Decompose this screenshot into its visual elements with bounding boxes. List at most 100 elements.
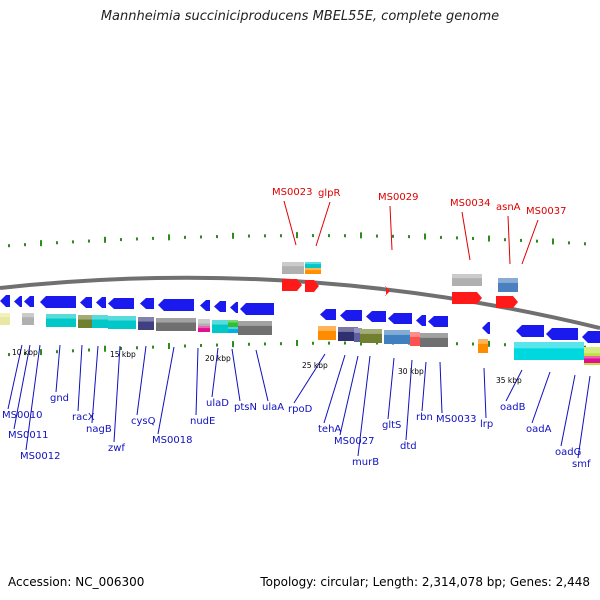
- lower-label-line: [483, 367, 487, 419]
- lower-scale-tick: [312, 341, 314, 345]
- gene-box: [156, 318, 196, 331]
- gene-box: [410, 332, 420, 346]
- lower-scale-tick: [328, 341, 330, 345]
- upper-gene-label: asnA: [496, 202, 521, 213]
- lower-scale-tick: [296, 339, 298, 346]
- lower-label-line: [77, 344, 83, 412]
- upper-scale-tick: [88, 239, 90, 243]
- reverse-gene-arrow: [0, 295, 10, 307]
- upper-label-line: [389, 205, 393, 251]
- lower-gene-label: oadA: [526, 424, 552, 435]
- lower-label-line: [255, 349, 269, 402]
- gene-box: [238, 321, 272, 335]
- reverse-gene-arrow: [140, 298, 154, 309]
- lower-gene-label: smf: [572, 459, 591, 470]
- lower-gene-label: gltS: [382, 420, 401, 431]
- reverse-gene-arrow: [388, 313, 412, 324]
- lower-label-line: [211, 347, 219, 398]
- forward-gene-arrow: [496, 296, 518, 308]
- gene-box: [360, 329, 382, 343]
- upper-gene-label: MS0037: [526, 206, 566, 217]
- gene-box: [212, 320, 228, 333]
- upper-scale-tick: [440, 235, 442, 239]
- gene-box: [305, 268, 321, 274]
- upper-label-line: [315, 201, 331, 247]
- lower-scale-tick: [168, 343, 170, 350]
- upper-scale-tick: [392, 234, 394, 238]
- lower-scale-tick: [344, 341, 346, 345]
- lower-gene-label: rpoD: [288, 404, 313, 415]
- upper-scale-tick: [40, 240, 42, 247]
- upper-scale-tick: [136, 237, 138, 241]
- lower-gene-label: oadB: [500, 402, 526, 413]
- lower-scale-tick: [120, 346, 122, 350]
- upper-scale-tick: [456, 236, 458, 240]
- lower-scale-tick: [104, 345, 106, 352]
- upper-scale-tick: [264, 234, 266, 238]
- gene-box: [420, 333, 448, 347]
- lower-label-line: [421, 361, 427, 412]
- lower-label-line: [136, 345, 147, 416]
- lower-scale-tick: [264, 342, 266, 346]
- upper-scale-tick: [56, 241, 58, 245]
- kbp-tick-label: 15 kbp: [110, 350, 136, 359]
- scale-dots: [8, 232, 586, 357]
- reverse-gene-arrow: [416, 315, 426, 326]
- lower-scale-tick: [184, 344, 186, 348]
- upper-scale-tick: [344, 234, 346, 238]
- upper-scale-tick: [72, 240, 74, 244]
- lower-scale-tick: [248, 342, 250, 346]
- gene-features: [0, 262, 600, 365]
- upper-scale-tick: [216, 235, 218, 239]
- lower-label-line: [91, 345, 99, 424]
- reverse-gene-arrow: [482, 322, 490, 334]
- lower-label-line: [531, 371, 551, 424]
- upper-scale-tick: [568, 241, 570, 245]
- lower-gene-label: lrp: [480, 419, 493, 430]
- gene-box: [92, 315, 108, 328]
- kbp-tick-label: 30 kbp: [398, 367, 424, 376]
- lower-scale-tick: [488, 340, 490, 347]
- reverse-gene-arrow: [428, 316, 448, 327]
- kbp-scale: 10 kbp 15 kbp 20 kbp 25 kbp 30 kbp 35 kbp: [12, 348, 522, 385]
- reverse-gene-arrow: [546, 328, 578, 340]
- lower-label-line: [195, 347, 199, 416]
- lower-gene-label: MS0018: [152, 435, 192, 446]
- gene-box: [282, 262, 304, 274]
- lower-label-line: [293, 353, 326, 404]
- lower-gene-label: tehA: [318, 424, 341, 435]
- reverse-gene-arrow: [582, 331, 600, 343]
- lower-scale-tick: [232, 341, 234, 348]
- upper-scale-tick: [8, 244, 10, 248]
- reverse-gene-arrow: [320, 309, 336, 320]
- lower-gene-label: nudE: [190, 416, 215, 427]
- lower-scale-tick: [152, 345, 154, 349]
- reverse-gene-arrow: [214, 301, 226, 312]
- page-title: Mannheimia succiniciproducens MBEL55E, c…: [100, 9, 500, 24]
- forward-gene-arrow: [305, 280, 319, 292]
- lower-label-line: [323, 354, 346, 424]
- lower-gene-label: MS0011: [8, 430, 48, 441]
- gene-box: [228, 320, 238, 327]
- lower-label-line: [357, 355, 371, 457]
- lower-gene-label: oadG: [555, 447, 581, 458]
- reverse-gene-arrow: [240, 303, 274, 315]
- upper-scale-tick: [328, 234, 330, 238]
- reverse-gene-arrow: [340, 310, 362, 321]
- upper-scale-tick: [376, 234, 378, 238]
- reverse-gene-arrow: [14, 296, 22, 307]
- lower-gene-label: racX: [72, 412, 95, 423]
- reverse-gene-arrow: [158, 299, 194, 311]
- genome-info-text: Topology: circular; Length: 2,314,078 bp…: [260, 575, 590, 589]
- upper-scale-tick: [424, 233, 426, 240]
- upper-label-line: [521, 219, 539, 265]
- lower-scale-tick: [8, 353, 10, 357]
- gene-box: [78, 315, 92, 328]
- forward-gene-arrow: [452, 292, 482, 304]
- lower-gene-label: zwf: [108, 443, 125, 454]
- gene-box: [22, 313, 34, 325]
- forward-gene-arrow: [282, 279, 302, 291]
- upper-scale-tick: [312, 234, 314, 238]
- gene-box: [584, 356, 600, 363]
- reverse-gene-arrow: [80, 297, 92, 308]
